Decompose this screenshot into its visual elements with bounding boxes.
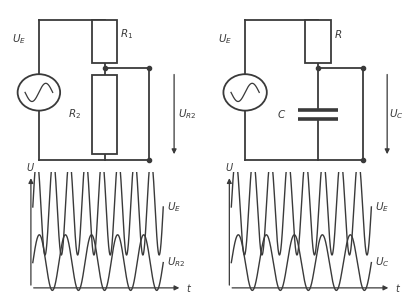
- Bar: [92, 20, 117, 64]
- Bar: [305, 20, 331, 64]
- Text: $U$: $U$: [225, 161, 234, 173]
- Text: $U_E$: $U_E$: [375, 200, 390, 214]
- Text: $U_E$: $U_E$: [217, 33, 232, 46]
- Text: $U_E$: $U_E$: [167, 200, 181, 214]
- Text: $R$: $R$: [334, 28, 342, 40]
- Text: $R_2$: $R_2$: [68, 107, 81, 121]
- Text: $U_{R2}$: $U_{R2}$: [167, 256, 185, 269]
- Text: $U_C$: $U_C$: [375, 256, 390, 269]
- Text: $t$: $t$: [186, 282, 192, 294]
- Text: $t$: $t$: [395, 282, 401, 294]
- Text: $C$: $C$: [277, 108, 286, 120]
- Text: $U_C$: $U_C$: [389, 107, 404, 121]
- Text: $U_E$: $U_E$: [12, 33, 26, 46]
- Text: $U_{R2}$: $U_{R2}$: [178, 107, 196, 121]
- Text: $R_1$: $R_1$: [120, 27, 133, 41]
- Bar: [92, 75, 117, 154]
- Text: $U$: $U$: [26, 161, 35, 173]
